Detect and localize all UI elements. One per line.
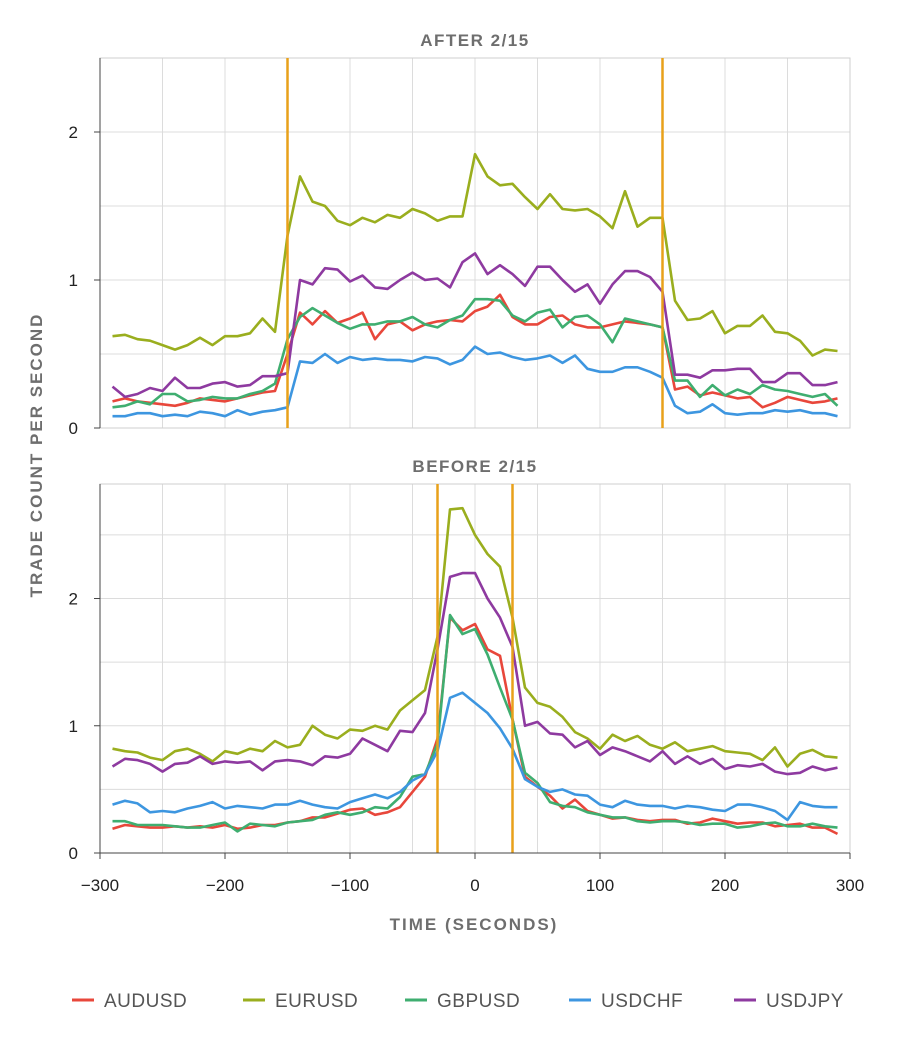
x-tick-label: 300 xyxy=(836,876,864,895)
y-tick-label: 2 xyxy=(69,123,78,142)
chart-panels: AFTER 2/15 0 1 2 BEFORE 2/15 0 1 2 −300 −200 −100 0… xyxy=(69,31,865,895)
legend-label: EURUSD xyxy=(275,991,358,1012)
legend-label: USDCHF xyxy=(601,991,683,1012)
panel-title: AFTER 2/15 xyxy=(420,31,529,50)
y-tick-label: 1 xyxy=(69,717,78,736)
panel-1: BEFORE 2/15 0 1 2 −300 −200 −100 0 100 200 300 xyxy=(69,457,865,895)
legend: AUDUSD EURUSD GBPUSD USDCHF USDJPY xyxy=(72,991,844,1012)
series-line-usdjpy xyxy=(111,252,838,399)
legend-label: USDJPY xyxy=(766,991,844,1012)
y-axis-title: TRADE COUNT PER SECOND xyxy=(27,313,46,598)
series-line-usdchf xyxy=(112,691,838,822)
y-tick-label: 0 xyxy=(69,844,78,863)
y-tick-label: 0 xyxy=(69,419,78,438)
series-line-eurusd xyxy=(112,152,838,357)
x-tick-label: 100 xyxy=(586,876,614,895)
y-tick-label: 1 xyxy=(69,271,78,290)
series-line-eurusd xyxy=(112,506,838,768)
x-tick-label: 0 xyxy=(470,876,479,895)
legend-item-audusd: AUDUSD xyxy=(72,991,187,1012)
x-tick-label: 200 xyxy=(711,876,739,895)
x-axis-title: TIME (SECONDS) xyxy=(390,915,559,934)
panel-0: AFTER 2/15 0 1 2 xyxy=(69,31,851,438)
legend-item-gbpusd: GBPUSD xyxy=(405,991,520,1012)
series-line-gbpusd xyxy=(112,613,838,833)
y-tick-label: 2 xyxy=(69,590,78,609)
legend-label: AUDUSD xyxy=(104,991,187,1012)
x-tick-label: −300 xyxy=(81,876,119,895)
series-line-usdjpy xyxy=(111,571,838,776)
legend-item-usdchf: USDCHF xyxy=(569,991,683,1012)
series-line-gbpusd xyxy=(112,297,839,409)
x-tick-label: −200 xyxy=(206,876,244,895)
legend-item-eurusd: EURUSD xyxy=(243,991,358,1012)
x-tick-label: −100 xyxy=(331,876,369,895)
series-line-usdchf xyxy=(112,345,838,418)
legend-label: GBPUSD xyxy=(437,991,520,1012)
panel-title: BEFORE 2/15 xyxy=(412,457,537,476)
legend-item-usdjpy: USDJPY xyxy=(734,991,844,1012)
